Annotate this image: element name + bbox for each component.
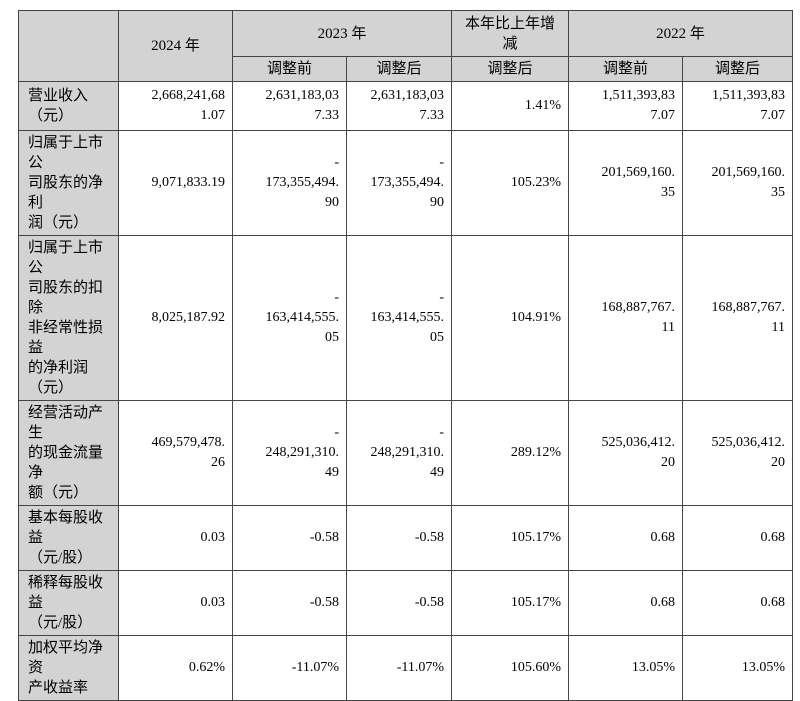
value-2022-before: 0.68 [568, 505, 684, 571]
value-2023-after: -0.58 [345, 570, 453, 636]
value-change: 289.12% [451, 400, 570, 506]
value-2023-before: -0.58 [232, 505, 347, 571]
value-2023-before: -0.58 [232, 570, 347, 636]
value-2023-after: -11.07% [345, 635, 453, 701]
value-2024: 0.03 [118, 505, 233, 571]
value-2023-before: -11.07% [232, 635, 347, 701]
table-row-basic-eps: 基本每股收益 （元/股） 0.03 -0.58 -0.58 105.17% 0.… [18, 505, 794, 571]
value-2023-after: - 163,414,555. 05 [345, 235, 453, 401]
metric-label: 稀释每股收益 （元/股） [18, 570, 119, 636]
value-2023-before: 2,631,183,03 7.33 [232, 81, 347, 131]
header-2022-adj-after: 调整后 [682, 56, 794, 82]
header-2024: 2024 年 [118, 10, 233, 82]
header-blank-cell [18, 10, 119, 82]
header-change: 本年比上年增 减 [451, 10, 570, 57]
metric-label: 经营活动产生 的现金流量净 额（元） [18, 400, 119, 506]
header-2023-adj-after: 调整后 [345, 56, 453, 82]
header-2022-adj-before: 调整前 [568, 56, 684, 82]
metric-label: 营业收入 （元） [18, 81, 119, 131]
financial-summary-table: 2024 年 2023 年 本年比上年增 减 2022 年 调整前 调整后 调整… [18, 10, 794, 701]
table-row-diluted-eps: 稀释每股收益 （元/股） 0.03 -0.58 -0.58 105.17% 0.… [18, 570, 794, 636]
value-2024: 0.03 [118, 570, 233, 636]
value-change: 1.41% [451, 81, 570, 131]
value-2024: 0.62% [118, 635, 233, 701]
value-2022-before: 201,569,160. 35 [568, 130, 684, 236]
table-row-net-profit-excl-nonrecurring: 归属于上市公 司股东的扣除 非经常性损益 的净利润 （元） 8,025,187.… [18, 235, 794, 401]
header-row-years: 2024 年 2023 年 本年比上年增 减 2022 年 [18, 10, 794, 82]
table-row-net-profit: 归属于上市公 司股东的净利 润（元） 9,071,833.19 - 173,35… [18, 130, 794, 236]
value-change: 104.91% [451, 235, 570, 401]
header-row-adjustments: 调整前 调整后 调整后 调整前 调整后 [19, 56, 794, 82]
value-change: 105.17% [451, 505, 570, 571]
value-2023-after: -0.58 [345, 505, 453, 571]
value-change: 105.17% [451, 570, 570, 636]
metric-label: 归属于上市公 司股东的扣除 非经常性损益 的净利润 （元） [18, 235, 119, 401]
value-2023-before: - 163,414,555. 05 [232, 235, 347, 401]
value-2022-after: 525,036,412. 20 [682, 400, 794, 506]
header-2023: 2023 年 [231, 10, 453, 57]
value-2023-before: - 248,291,310. 49 [232, 400, 347, 506]
value-2022-before: 168,887,767. 11 [568, 235, 684, 401]
value-2022-after: 0.68 [682, 505, 794, 571]
value-change: 105.60% [451, 635, 570, 701]
header-2023-adj-before: 调整前 [232, 56, 347, 82]
financial-summary: 2024 年 2023 年 本年比上年增 减 2022 年 调整前 调整后 调整… [18, 10, 794, 701]
table-row-revenue: 营业收入 （元） 2,668,241,68 1.07 2,631,183,03 … [18, 81, 794, 131]
header-change-adj-after: 调整后 [451, 56, 570, 82]
metric-label: 基本每股收益 （元/股） [18, 505, 119, 571]
value-2022-after: 201,569,160. 35 [682, 130, 794, 236]
value-change: 105.23% [451, 130, 570, 236]
value-2023-after: - 173,355,494. 90 [345, 130, 453, 236]
value-2023-after: 2,631,183,03 7.33 [345, 81, 453, 131]
value-2022-after: 0.68 [682, 570, 794, 636]
table-row-operating-cash-flow: 经营活动产生 的现金流量净 额（元） 469,579,478. 26 - 248… [18, 400, 794, 506]
value-2022-after: 168,887,767. 11 [682, 235, 794, 401]
metric-label: 归属于上市公 司股东的净利 润（元） [18, 130, 119, 236]
metric-label: 加权平均净资 产收益率 [18, 635, 119, 701]
value-2023-after: - 248,291,310. 49 [345, 400, 453, 506]
value-2022-after: 13.05% [682, 635, 794, 701]
value-2022-after: 1,511,393,83 7.07 [682, 81, 794, 131]
table-row-weighted-avg-roe: 加权平均净资 产收益率 0.62% -11.07% -11.07% 105.60… [18, 635, 794, 701]
value-2024: 2,668,241,68 1.07 [118, 81, 233, 131]
value-2022-before: 525,036,412. 20 [568, 400, 684, 506]
value-2024: 469,579,478. 26 [118, 400, 233, 506]
value-2024: 8,025,187.92 [118, 235, 233, 401]
value-2023-before: - 173,355,494. 90 [232, 130, 347, 236]
value-2024: 9,071,833.19 [118, 130, 233, 236]
value-2022-before: 0.68 [568, 570, 684, 636]
value-2022-before: 13.05% [568, 635, 684, 701]
value-2022-before: 1,511,393,83 7.07 [568, 81, 684, 131]
header-2022: 2022 年 [568, 10, 794, 57]
